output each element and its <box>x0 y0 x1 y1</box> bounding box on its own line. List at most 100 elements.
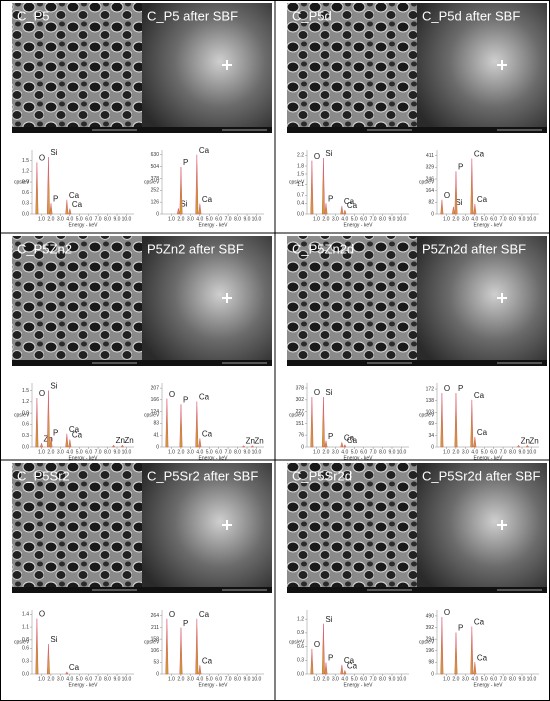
x-tick-label: 7.0 <box>370 449 377 455</box>
y-tick-label: 1.1 <box>22 624 29 630</box>
peak <box>473 204 477 215</box>
y-tick-label: 211 <box>151 625 159 631</box>
x-tick-label: 10.0 <box>252 449 262 455</box>
y-axis-label: cps/eV <box>289 412 305 418</box>
image-label: C_P5 <box>17 8 50 23</box>
peak-label: Ca <box>69 191 80 200</box>
x-tick-label: 3.0 <box>187 216 194 222</box>
x-tick-label: 9.0 <box>389 449 396 455</box>
x-tick-label: 7.0 <box>370 216 377 222</box>
x-tick-label: 5.0 <box>351 216 358 222</box>
y-tick-label: 82 <box>428 200 434 206</box>
x-tick-label: 8.0 <box>379 216 386 222</box>
y-axis-label: cps/eV <box>419 639 435 645</box>
peak-label: P <box>458 162 463 171</box>
scale-bar-strip <box>142 587 272 593</box>
x-tick-label: 2.0 <box>322 676 329 682</box>
peak <box>324 662 328 675</box>
peak-label: O <box>314 388 320 397</box>
image-label: C_P5Sr2 <box>17 468 70 483</box>
x-tick-label: 8.0 <box>234 676 241 682</box>
image-label: P5Zn2d after SBF <box>422 241 526 256</box>
x-tick-label: 7.0 <box>95 216 102 222</box>
y-tick-label: 126 <box>151 199 160 205</box>
sem-image <box>142 463 272 593</box>
y-axis-label: cps/eV <box>14 179 30 185</box>
peak <box>321 397 325 448</box>
y-tick-label: 76 <box>298 432 304 438</box>
peak <box>68 439 72 448</box>
x-tick-label: 10.0 <box>122 216 132 222</box>
x-tick-label: 7.0 <box>225 449 232 455</box>
x-tick-label: 9.0 <box>114 449 121 455</box>
peak-label: Ca <box>477 195 488 204</box>
scale-bar-strip <box>287 360 417 366</box>
x-tick-label: 3.0 <box>57 449 64 455</box>
peak-label: P <box>53 194 58 203</box>
y-tick-label: 158 <box>151 636 160 642</box>
y-tick-label: 0.6 <box>22 646 29 652</box>
x-tick-label: 4.0 <box>196 676 203 682</box>
x-tick-label: 5.0 <box>76 216 83 222</box>
x-tick-label: 8.0 <box>104 449 111 455</box>
peak-label: Ca <box>344 197 355 206</box>
peak <box>324 440 328 448</box>
x-tick-label: 5.0 <box>481 449 488 455</box>
x-tick-label: 5.0 <box>351 676 358 682</box>
x-tick-label: 9.0 <box>244 676 251 682</box>
peak-label: Si <box>325 388 332 397</box>
x-tick-label: 2.0 <box>322 216 329 222</box>
x-tick-label: 3.0 <box>187 676 194 682</box>
x-tick-label: 5.0 <box>351 449 358 455</box>
x-tick-label: 10.0 <box>122 676 132 682</box>
x-tick-label: 8.0 <box>104 676 111 682</box>
peak-label: P <box>183 619 188 628</box>
peak <box>321 623 325 675</box>
y-tick-label: 378 <box>296 385 305 391</box>
peak-label: Zn <box>529 436 538 445</box>
x-axis-label: Energy - keV <box>199 222 229 228</box>
x-tick-label: 3.0 <box>187 449 194 455</box>
x-tick-label: 2.0 <box>177 449 184 455</box>
peak-label: Ca <box>474 618 485 627</box>
peak <box>35 618 39 675</box>
peak-label: O <box>444 384 450 393</box>
y-tick-label: 1.5 <box>297 171 304 177</box>
x-tick-label: 5.0 <box>76 449 83 455</box>
image-label: C_P5d after SBF <box>422 8 520 23</box>
x-tick-label: 4.0 <box>341 216 348 222</box>
x-tick-label: 6.0 <box>360 216 367 222</box>
x-tick-label: 6.0 <box>85 449 92 455</box>
x-tick-label: 9.0 <box>114 216 121 222</box>
peak <box>111 444 116 448</box>
x-tick-label: 9.0 <box>519 216 526 222</box>
y-tick-label: 294 <box>426 636 435 642</box>
y-tick-label: 0.3 <box>22 659 29 665</box>
peak <box>65 671 69 675</box>
peak <box>310 397 314 448</box>
peak <box>120 444 125 448</box>
peak-label: Ca <box>69 425 80 434</box>
peak <box>165 398 169 448</box>
peak <box>198 203 202 215</box>
y-tick-label: 411 <box>426 153 434 159</box>
scale-bar-strip <box>12 360 142 366</box>
image-label: C_P5 after SBF <box>147 8 238 23</box>
image-label: C_P5Sr2d after SBF <box>422 468 541 483</box>
peak <box>195 618 199 675</box>
peak-label: Ca <box>72 200 83 209</box>
y-tick-label: 151 <box>296 421 305 427</box>
x-tick-label: 1.0 <box>38 676 45 682</box>
y-tick-label: 378 <box>151 176 160 182</box>
peak <box>179 166 183 215</box>
peak <box>310 160 314 215</box>
x-tick-label: 2.0 <box>452 676 459 682</box>
x-tick-label: 9.0 <box>244 449 251 455</box>
x-tick-label: 9.0 <box>389 216 396 222</box>
x-tick-label: 1.0 <box>313 216 320 222</box>
y-tick-label: 0.3 <box>22 433 29 439</box>
x-tick-label: 4.0 <box>196 216 203 222</box>
scale-bar-strip <box>287 587 417 593</box>
peak-label: P <box>183 395 188 404</box>
image-label: C_P5d <box>292 8 332 23</box>
